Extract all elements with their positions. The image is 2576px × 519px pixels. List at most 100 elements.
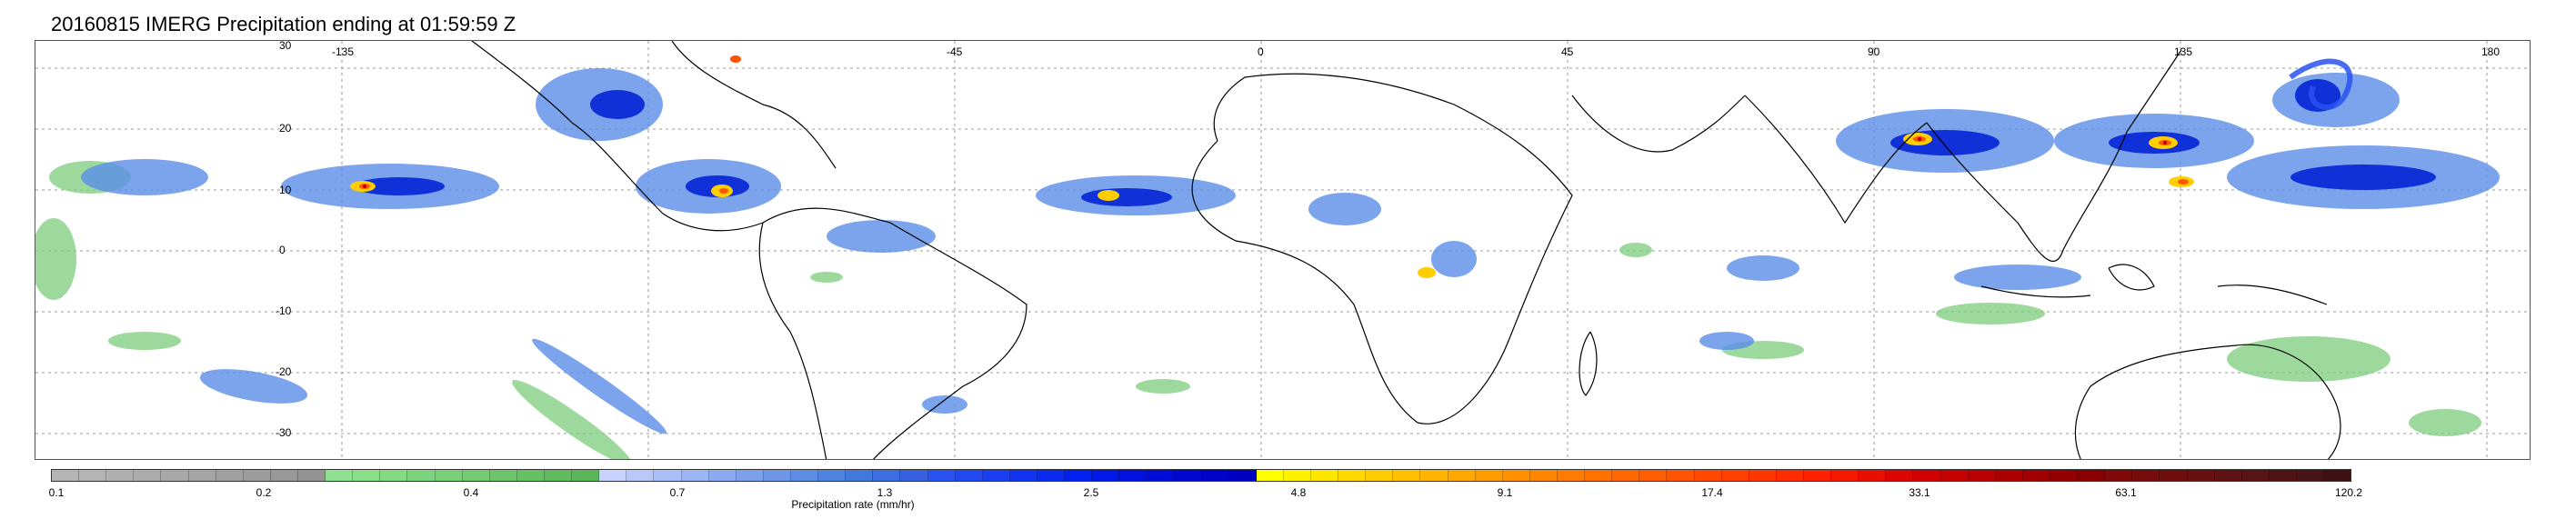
colorbar-segment	[544, 470, 573, 481]
colorbar-segment	[1448, 470, 1476, 481]
colorbar-segment	[79, 470, 107, 481]
lon-label-90: 90	[1868, 45, 1880, 58]
colorbar-segment	[326, 470, 354, 481]
colorbar-segment	[1667, 470, 1695, 481]
lon-label-135: 135	[2174, 45, 2193, 58]
lon-label-m135: -135	[332, 45, 355, 58]
colorbar-segment	[1529, 470, 1559, 481]
colorbar-segment	[708, 470, 737, 481]
colorbar-segment	[1420, 470, 1448, 481]
colorbar-segment	[1995, 470, 2023, 481]
colorbar-tick-label: 0.4	[463, 486, 479, 499]
colorbar-tick-label: 1.3	[877, 486, 893, 499]
colorbar-segment	[2105, 470, 2133, 481]
lat-label-m10: -10	[276, 304, 292, 317]
colorbar-tick-label: 9.1	[1497, 486, 1513, 499]
colorbar-segment	[818, 470, 847, 481]
colorbar-segment	[1338, 470, 1367, 481]
colorbar-segment	[2324, 470, 2351, 481]
precipitation-colorbar	[51, 469, 2351, 482]
colorbar-segment	[2241, 470, 2270, 481]
colorbar-segment	[2050, 470, 2079, 481]
colorbar-segment	[134, 470, 162, 481]
colorbar-tick-label: 120.2	[2334, 486, 2363, 499]
precipitation-field	[35, 55, 2500, 459]
colorbar-segment	[626, 470, 655, 481]
colorbar-segment	[1831, 470, 1859, 481]
colorbar-segment	[1859, 470, 1887, 481]
colorbar-segment	[1228, 470, 1257, 481]
colorbar-segment	[489, 470, 517, 481]
colorbar-segment	[516, 470, 545, 481]
colorbar-segment	[2187, 470, 2215, 481]
colorbar-segment	[435, 470, 463, 481]
colorbar-segment	[1475, 470, 1503, 481]
colorbar-tick-label: 0.7	[669, 486, 686, 499]
colorbar-tick-label: 0.2	[256, 486, 272, 499]
colorbar-segment	[681, 470, 709, 481]
colorbar-segment	[1174, 470, 1202, 481]
colorbar-segment	[216, 470, 244, 481]
typhoon-spiral	[2289, 58, 2353, 111]
lat-label-m20: -20	[276, 365, 292, 378]
lat-label-30: 30	[279, 40, 292, 52]
colorbar-segment	[2160, 470, 2188, 481]
page-title: 20160815 IMERG Precipitation ending at 0…	[51, 13, 516, 35]
colorbar-segment	[1694, 470, 1722, 481]
colorbar-title: Precipitation rate (mm/hr)	[791, 498, 915, 511]
colorbar-segment	[2078, 470, 2106, 481]
colorbar-segment	[1283, 470, 1312, 481]
colorbar-segment	[462, 470, 490, 481]
colorbar-segment	[1009, 470, 1037, 481]
colorbar-segment	[353, 470, 381, 481]
colorbar-segment	[1968, 470, 1996, 481]
colorbar-segment	[763, 470, 791, 481]
colorbar-segment	[846, 470, 874, 481]
colorbar-segment	[161, 470, 189, 481]
colorbar-segment	[736, 470, 764, 481]
colorbar-segment	[1065, 470, 1093, 481]
lat-label-m30: -30	[276, 426, 292, 439]
colorbar-segment	[1201, 470, 1229, 481]
colorbar-segment	[1776, 470, 1804, 481]
colorbar-segment	[106, 470, 135, 481]
colorbar-segment	[2022, 470, 2050, 481]
colorbar-segment	[1749, 470, 1777, 481]
colorbar-segment	[982, 470, 1010, 481]
colorbar-segment	[2132, 470, 2160, 481]
colorbar-segment	[188, 470, 216, 481]
colorbar-segment	[380, 470, 408, 481]
lat-label-0: 0	[279, 244, 286, 256]
colorbar-segment	[1256, 470, 1284, 481]
colorbar-segment	[407, 470, 436, 481]
graticule	[35, 41, 2530, 459]
colorbar-segment	[1612, 470, 1640, 481]
colorbar-segment	[1639, 470, 1668, 481]
colorbar-segment	[2269, 470, 2297, 481]
colorbar-segment	[1940, 470, 1969, 481]
colorbar-segment	[297, 470, 326, 481]
lon-label-180: 180	[2481, 45, 2501, 58]
colorbar-segment	[955, 470, 983, 481]
lat-label-20: 20	[279, 122, 292, 135]
colorbar-tick-label: 2.5	[1083, 486, 1099, 499]
lon-label-45: 45	[1561, 45, 1574, 58]
lat-label-10: 10	[279, 184, 292, 196]
colorbar-segment	[1886, 470, 1914, 481]
colorbar-tick-label: 33.1	[1909, 486, 1930, 499]
colorbar-segment	[654, 470, 682, 481]
colorbar-segment	[2214, 470, 2242, 481]
colorbar-segment	[1585, 470, 1613, 481]
lon-label-0: 0	[1258, 45, 1264, 58]
colorbar-tick-label: 0.1	[48, 486, 65, 499]
colorbar-segment	[52, 470, 80, 481]
colorbar-segment	[572, 470, 600, 481]
colorbar-segment	[1037, 470, 1066, 481]
colorbar-segment	[2296, 470, 2325, 481]
precipitation-map: 30 20 10 0 -10 -20 -30 -135 -45 0 45 90 …	[35, 40, 2531, 460]
colorbar-segment	[1393, 470, 1421, 481]
colorbar-segment	[1366, 470, 1394, 481]
colorbar-segment	[790, 470, 819, 481]
colorbar-segment	[1502, 470, 1530, 481]
colorbar-segment	[873, 470, 901, 481]
